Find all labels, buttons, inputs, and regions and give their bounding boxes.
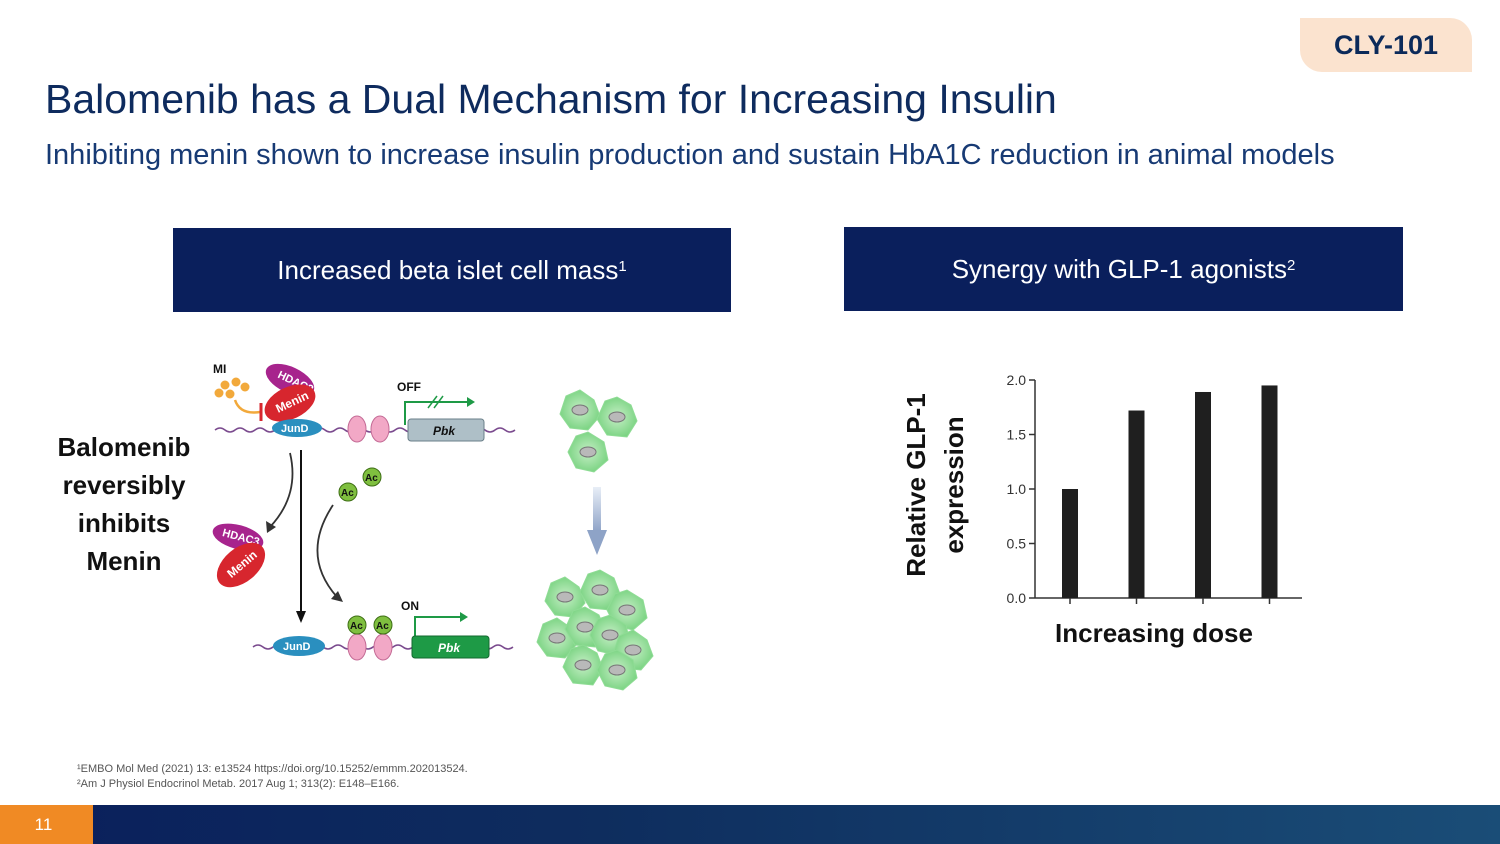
y-axis-label: Relative GLP-1 expression	[901, 393, 969, 577]
bar	[1062, 489, 1078, 598]
caption-line: inhibits	[48, 504, 200, 542]
slide-subtitle: Inhibiting menin shown to increase insul…	[45, 139, 1335, 172]
off-label: OFF	[397, 380, 421, 394]
footnote-marker: 2	[1287, 257, 1295, 274]
svg-text:JunD: JunD	[283, 641, 311, 653]
caption-line: Menin	[48, 542, 200, 580]
y-axis-label-line2: expression	[939, 416, 969, 553]
histones-top	[348, 416, 389, 442]
on-label: ON	[401, 599, 419, 613]
caption-line: reversibly	[48, 466, 200, 504]
reference-1: ¹EMBO Mol Med (2021) 13: e13524 https://…	[77, 762, 468, 777]
bar	[1129, 411, 1145, 598]
slide-title: Balomenib has a Dual Mechanism for Incre…	[45, 76, 1057, 123]
beta-islet-header: Increased beta islet cell mass 1	[173, 228, 731, 312]
reference-2: ²Am J Physiol Endocrinol Metab. 2017 Aug…	[77, 777, 468, 792]
footnote-marker: 1	[618, 258, 626, 275]
beta-cells-before	[560, 390, 637, 472]
arrow-to-released-complex	[270, 453, 293, 527]
glp1-expression-bar-chart: Relative GLP-1 expression 0.0 0.5 1.0 1.5 2.…	[890, 360, 1320, 660]
svg-text:Ac: Ac	[365, 473, 378, 484]
svg-text:Pbk: Pbk	[438, 641, 461, 655]
mi-label: MI	[213, 362, 226, 376]
beta-cells-after	[537, 570, 653, 690]
page-number: 11	[0, 805, 93, 844]
x-axis-label: Increasing dose	[1055, 618, 1253, 648]
menin-inhibitor-molecules	[215, 378, 250, 399]
footer-bar	[0, 805, 1500, 844]
acetyl-groups-bound: Ac Ac	[348, 616, 392, 634]
document-code-badge: CLY-101	[1300, 18, 1472, 72]
menin-mechanism-diagram: MI HDAC3 Menin JunD OFF Pbk Ac Ac H	[205, 355, 665, 700]
y-axis-label-line1: Relative GLP-1	[901, 393, 931, 577]
svg-text:Ac: Ac	[376, 621, 389, 632]
histones-bottom	[348, 634, 392, 660]
on-promoter-arrow	[415, 617, 460, 637]
y-tick-label: 2.0	[1007, 372, 1027, 388]
references: ¹EMBO Mol Med (2021) 13: e13524 https://…	[77, 762, 468, 792]
glp1-synergy-header: Synergy with GLP-1 agonists 2	[844, 227, 1403, 311]
svg-text:Ac: Ac	[350, 621, 363, 632]
bar	[1195, 392, 1211, 598]
bar	[1262, 385, 1278, 598]
mechanism-caption: Balomenib reversibly inhibits Menin	[48, 428, 200, 580]
inhibition-line	[235, 400, 260, 413]
jund-label: JunD	[281, 423, 309, 435]
y-tick-label: 1.5	[1007, 427, 1027, 443]
glp1-synergy-header-label: Synergy with GLP-1 agonists	[952, 254, 1287, 285]
caption-line: Balomenib	[48, 428, 200, 466]
beta-islet-header-label: Increased beta islet cell mass	[277, 255, 618, 286]
arrow-to-acetylation	[317, 505, 337, 597]
pbk-label: Pbk	[433, 424, 456, 438]
growth-arrow	[593, 487, 601, 532]
y-tick-label: 0.0	[1007, 590, 1027, 606]
page-number-label: 11	[35, 815, 53, 835]
acetyl-groups-floating: Ac Ac	[339, 468, 381, 501]
y-tick-label: 0.5	[1007, 536, 1027, 552]
svg-text:Ac: Ac	[341, 488, 354, 499]
y-tick-label: 1.0	[1007, 481, 1027, 497]
